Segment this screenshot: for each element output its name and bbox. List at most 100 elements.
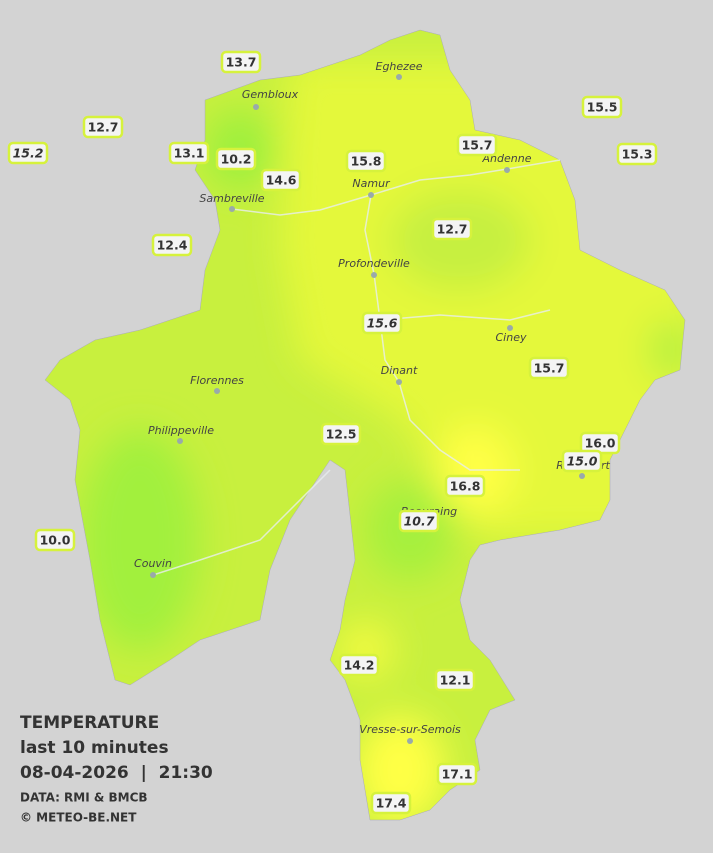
city-dot bbox=[407, 738, 413, 744]
station-label: 15.6 bbox=[361, 311, 403, 335]
station-label: 15.2 bbox=[7, 141, 49, 165]
station-box bbox=[370, 791, 412, 815]
station-box bbox=[7, 141, 49, 165]
station-value: 15.7 bbox=[462, 138, 493, 153]
station-value: 15.2 bbox=[13, 146, 44, 161]
city-name: Ciney bbox=[496, 331, 527, 344]
city-name: Namur bbox=[352, 177, 391, 190]
city-name: Sambreville bbox=[199, 192, 264, 205]
station-label: 15.5 bbox=[581, 95, 623, 119]
rivers bbox=[152, 159, 561, 576]
station-value: 12.7 bbox=[437, 222, 468, 237]
city-name: Florennes bbox=[190, 374, 244, 387]
city-dot bbox=[229, 206, 235, 212]
station-label: 12.1 bbox=[434, 668, 476, 692]
station-value: 12.7 bbox=[88, 120, 119, 135]
station-layer: 13.7 12.7 15.2 13.1 10.2 14.6 15.8 15.7 15.5 15.3… bbox=[7, 50, 658, 815]
station-label: 15.7 bbox=[528, 356, 570, 380]
city-dot bbox=[396, 379, 402, 385]
station-value: 14.6 bbox=[266, 173, 297, 188]
station-label: 12.4 bbox=[151, 233, 193, 257]
legend-subtitle: last 10 minutes bbox=[20, 738, 169, 758]
station-box bbox=[151, 233, 193, 257]
station-label: 17.4 bbox=[370, 791, 412, 815]
station-value: 17.4 bbox=[376, 796, 407, 811]
station-box bbox=[82, 115, 124, 139]
station-box bbox=[260, 168, 302, 192]
station-value: 13.1 bbox=[174, 146, 205, 161]
station-value: 16.0 bbox=[585, 436, 616, 451]
station-box bbox=[320, 422, 362, 446]
city-dot bbox=[368, 192, 374, 198]
city-name: Philippeville bbox=[148, 424, 214, 437]
city-dot bbox=[177, 438, 183, 444]
station-value: 15.5 bbox=[587, 100, 618, 115]
station-label: 10.2 bbox=[215, 147, 257, 171]
station-value: 16.8 bbox=[450, 479, 481, 494]
station-box bbox=[436, 762, 478, 786]
station-box bbox=[561, 449, 603, 473]
station-label: 14.2 bbox=[338, 653, 380, 677]
station-label: 15.0 bbox=[561, 449, 603, 473]
station-box bbox=[581, 95, 623, 119]
city-name: Eghezee bbox=[376, 60, 423, 73]
city-dot bbox=[507, 325, 513, 331]
station-box bbox=[444, 474, 486, 498]
station-box bbox=[528, 356, 570, 380]
station-box bbox=[220, 50, 262, 74]
station-box bbox=[34, 528, 76, 552]
station-value: 15.6 bbox=[367, 316, 398, 331]
city-name: Profondeville bbox=[338, 257, 410, 270]
station-label: 13.1 bbox=[168, 141, 210, 165]
station-value: 12.5 bbox=[326, 427, 357, 442]
legend-copyright: © METEO-BE.NET bbox=[20, 811, 137, 825]
city-dot bbox=[371, 272, 377, 278]
station-value: 17.1 bbox=[442, 767, 473, 782]
station-box bbox=[338, 653, 380, 677]
station-box bbox=[215, 147, 257, 171]
station-value: 15.0 bbox=[567, 454, 598, 469]
station-box bbox=[361, 311, 403, 335]
station-label: 16.8 bbox=[444, 474, 486, 498]
legend-source: DATA: RMI & BMCB bbox=[20, 791, 148, 805]
station-value: 10.2 bbox=[221, 152, 252, 167]
station-box bbox=[345, 149, 387, 173]
station-box bbox=[434, 668, 476, 692]
station-label: 17.1 bbox=[436, 762, 478, 786]
station-label: 15.3 bbox=[616, 142, 658, 166]
station-value: 15.3 bbox=[622, 147, 653, 162]
legend-datetime: 08-04-2026 | 21:30 bbox=[20, 763, 213, 783]
station-box bbox=[431, 217, 473, 241]
city-dot bbox=[150, 572, 156, 578]
city-name: Dinant bbox=[381, 364, 418, 377]
city-dot bbox=[504, 167, 510, 173]
station-label: 12.5 bbox=[320, 422, 362, 446]
station-label: 12.7 bbox=[431, 217, 473, 241]
city-name: Couvin bbox=[134, 557, 172, 570]
station-label: 10.0 bbox=[34, 528, 76, 552]
station-label: 13.7 bbox=[220, 50, 262, 74]
station-value: 15.8 bbox=[351, 154, 382, 169]
city-dot bbox=[579, 473, 585, 479]
station-value: 12.4 bbox=[157, 238, 188, 253]
station-value: 12.1 bbox=[440, 673, 471, 688]
station-label: 15.8 bbox=[345, 149, 387, 173]
station-label: 15.7 bbox=[456, 133, 498, 157]
legend: TEMPERATURE last 10 minutes 08-04-2026 |… bbox=[20, 713, 213, 825]
station-value: 13.7 bbox=[226, 55, 257, 70]
station-box bbox=[168, 141, 210, 165]
station-box bbox=[616, 142, 658, 166]
station-box bbox=[456, 133, 498, 157]
city-dot bbox=[396, 74, 402, 80]
station-box bbox=[398, 509, 440, 533]
station-value: 10.7 bbox=[404, 514, 435, 529]
station-value: 10.0 bbox=[40, 533, 71, 548]
city-dot bbox=[214, 388, 220, 394]
station-label: 14.6 bbox=[260, 168, 302, 192]
city-dot bbox=[253, 104, 259, 110]
city-name: Gembloux bbox=[242, 88, 299, 101]
station-value: 15.7 bbox=[534, 361, 565, 376]
city-name: Vresse-sur-Semois bbox=[359, 723, 461, 736]
